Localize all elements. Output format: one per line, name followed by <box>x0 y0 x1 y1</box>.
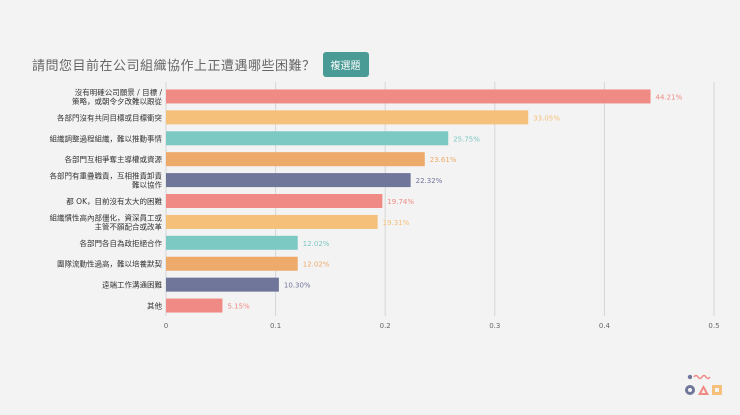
data-label: 23.61% <box>430 156 457 164</box>
x-tick-label: 0.3 <box>489 322 500 330</box>
bar <box>166 298 223 313</box>
category-label: 都 OK，目前沒有太大的困難 <box>66 196 162 206</box>
x-tick-label: 0 <box>164 322 168 330</box>
x-tick-label: 0.1 <box>270 322 281 330</box>
bar <box>166 194 383 208</box>
category-label: 各部門有重疊職責，互相推責卸責 <box>50 171 163 181</box>
category-label: 團隊流動性過高，難以培養默契 <box>57 259 162 269</box>
bar <box>166 89 651 104</box>
title-row: 請問您目前在公司組織協作上正遭遇哪些困難？ 複選題 <box>32 52 369 77</box>
data-label: 19.74% <box>387 198 414 206</box>
data-label: 22.32% <box>416 177 443 185</box>
category-label: 遠端工作溝通困難 <box>102 280 162 290</box>
bar <box>166 152 425 167</box>
category-label: 各部門各自為政拒絕合作 <box>80 238 163 248</box>
logo-square-hole <box>715 388 719 392</box>
bar <box>166 110 529 125</box>
multiple-choice-badge: 複選題 <box>322 52 369 77</box>
logo-wave <box>693 374 711 380</box>
bar <box>166 214 378 229</box>
category-label: 組織慣性高內部僵化，資深員工或 <box>50 212 163 222</box>
logo-circle-hole <box>688 388 692 392</box>
category-label: 各部門互相爭奪主導權或資源 <box>65 154 163 164</box>
data-label: 44.21% <box>656 93 683 101</box>
x-tick-label: 0.2 <box>380 322 391 330</box>
bar <box>166 235 298 250</box>
bar <box>166 277 279 292</box>
category-label: 主管不願配合或改革 <box>95 221 163 231</box>
bar <box>166 173 411 188</box>
chart-title: 請問您目前在公司組織協作上正遭遇哪些困難？ <box>32 59 316 74</box>
category-label: 組織調整過程組織，難以推動事情 <box>50 133 163 143</box>
bar <box>166 131 449 146</box>
category-label: 各部門沒有共同目標或目標衝突 <box>57 112 162 122</box>
category-label: 難以協作 <box>132 180 162 190</box>
bar <box>166 256 298 271</box>
brand-logo <box>685 374 722 395</box>
data-label: 10.30% <box>284 282 311 290</box>
category-label: 策略，或朝令夕改難以跟從 <box>72 96 162 106</box>
category-label: 其他 <box>147 301 162 311</box>
x-tick-label: 0.4 <box>599 322 611 330</box>
data-label: 33.05% <box>533 114 560 122</box>
data-label: 19.31% <box>383 219 410 227</box>
x-tick-label: 0.5 <box>708 322 719 330</box>
data-label: 25.75% <box>453 135 480 143</box>
category-label: 沒有明確公司願景 / 目標 / <box>75 87 163 97</box>
data-label: 12.02% <box>303 240 330 248</box>
logo-triangle-hole <box>701 389 706 393</box>
data-label: 5.15% <box>227 303 250 311</box>
logo-dot <box>687 374 693 380</box>
data-label: 12.02% <box>303 261 330 269</box>
